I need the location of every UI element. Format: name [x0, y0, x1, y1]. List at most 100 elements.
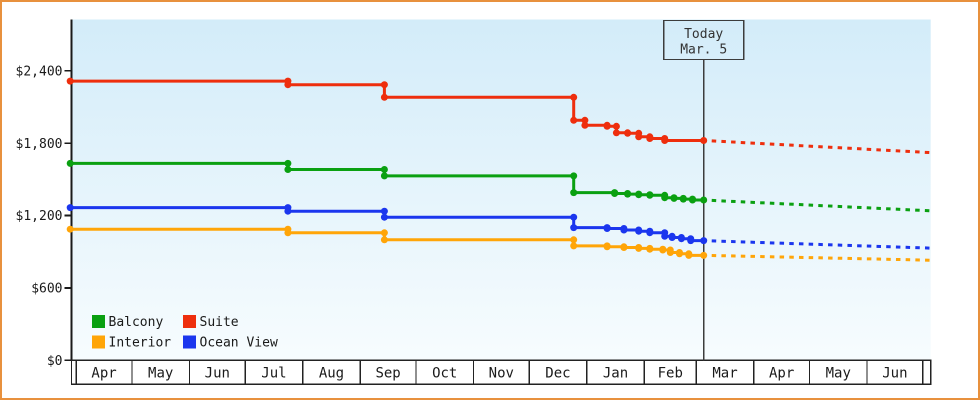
price-point-suite: [603, 122, 611, 130]
price-point-balcony: [66, 159, 74, 167]
y-axis-tick-label: $1,200: [16, 209, 63, 224]
plot-area-background: [71, 19, 931, 361]
price-point-balcony: [284, 166, 292, 173]
price-point-suite: [624, 129, 632, 137]
price-point-balcony: [689, 196, 696, 204]
month-label: Jun: [882, 365, 907, 381]
price-point-ocean-view: [687, 237, 695, 245]
price-point-suite: [570, 93, 578, 101]
price-point-ocean-view: [66, 204, 74, 212]
price-point-suite: [380, 81, 388, 89]
price-point-interior: [380, 229, 388, 237]
price-point-balcony: [570, 172, 578, 180]
price-point-balcony: [284, 159, 292, 167]
price-point-ocean-view: [661, 232, 669, 240]
series-points-suite: [66, 77, 708, 144]
price-point-interior: [570, 236, 578, 244]
legend-swatch-ocean-view: [183, 335, 196, 349]
price-point-suite: [581, 116, 589, 124]
y-axis-tick-label: $2,400: [16, 64, 63, 79]
legend-swatch-suite: [183, 315, 196, 328]
month-label: Mar: [712, 365, 737, 381]
price-point-balcony: [611, 190, 619, 197]
price-point-suite: [570, 116, 578, 124]
month-label: Jun: [205, 365, 230, 381]
price-point-interior: [646, 245, 654, 253]
legend-swatch-interior: [92, 335, 105, 349]
price-point-ocean-view: [635, 227, 643, 235]
month-label: Dec: [545, 365, 570, 381]
price-point-balcony: [635, 191, 643, 199]
price-point-balcony: [700, 196, 708, 204]
price-point-ocean-view: [677, 235, 685, 243]
price-point-ocean-view: [380, 207, 388, 215]
price-point-balcony: [570, 189, 578, 197]
price-point-suite: [612, 122, 620, 130]
price-point-interior: [66, 225, 74, 233]
legend-label-ocean-view: Ocean View: [200, 336, 278, 351]
price-point-ocean-view: [284, 207, 292, 215]
month-row: [70, 359, 932, 385]
series-points-interior: [66, 225, 708, 259]
price-point-balcony: [380, 172, 388, 180]
legend-label-balcony: Balcony: [109, 315, 164, 330]
series-projection-balcony: [711, 198, 931, 213]
price-point-balcony: [646, 191, 654, 199]
price-point-interior: [635, 244, 643, 252]
month-label: Apr: [769, 365, 794, 381]
price-point-interior: [659, 246, 667, 254]
price-point-suite: [284, 81, 292, 89]
price-point-balcony: [380, 166, 388, 173]
price-point-balcony: [670, 194, 678, 202]
price-point-suite: [66, 77, 74, 85]
month-label: Oct: [432, 365, 457, 381]
y-axis-tick-label: $600: [31, 282, 62, 297]
price-point-interior: [666, 249, 674, 256]
price-point-ocean-view: [668, 234, 676, 241]
price-point-ocean-view: [570, 213, 578, 221]
price-point-ocean-view: [700, 237, 708, 245]
price-point-balcony: [661, 194, 669, 202]
month-label: Feb: [658, 365, 683, 381]
today-label-line2: Mar. 5: [680, 43, 727, 58]
legend-label-interior: Interior: [109, 336, 172, 351]
y-axis-tick-label: $1,800: [16, 137, 63, 152]
today-label-line1: Today: [684, 27, 723, 42]
price-point-interior: [284, 229, 292, 237]
month-label: Sep: [375, 365, 400, 381]
month-label: Apr: [91, 365, 116, 381]
month-label: Aug: [319, 365, 344, 381]
series-points-balcony: [66, 159, 708, 204]
price-point-interior: [700, 251, 708, 259]
price-point-interior: [570, 242, 578, 250]
price-point-ocean-view: [603, 225, 611, 232]
series-projection-ocean-view: [711, 239, 931, 250]
price-point-interior: [603, 243, 611, 251]
price-point-interior: [676, 250, 683, 258]
price-point-suite: [380, 93, 388, 101]
month-label: May: [826, 365, 851, 381]
month-label: Jul: [261, 365, 286, 381]
price-point-balcony: [624, 190, 632, 198]
price-point-interior: [380, 236, 388, 244]
month-label: Jan: [603, 365, 628, 381]
price-point-suite: [612, 129, 620, 137]
price-point-balcony: [679, 195, 687, 203]
legend-label-suite: Suite: [200, 315, 239, 330]
series-projection-interior: [711, 254, 931, 262]
series-points-ocean-view: [66, 204, 708, 245]
legend-swatch-balcony: [92, 315, 105, 328]
price-point-interior: [620, 244, 628, 251]
price-point-ocean-view: [570, 224, 578, 232]
month-label: Nov: [489, 365, 514, 381]
today-label-box: [663, 19, 745, 61]
price-point-suite: [661, 137, 669, 144]
series-projection-suite: [711, 139, 931, 155]
price-point-ocean-view: [620, 226, 628, 234]
price-point-suite: [635, 133, 643, 141]
month-label: May: [148, 365, 173, 381]
price-point-ocean-view: [646, 229, 654, 237]
price-point-ocean-view: [380, 213, 388, 221]
